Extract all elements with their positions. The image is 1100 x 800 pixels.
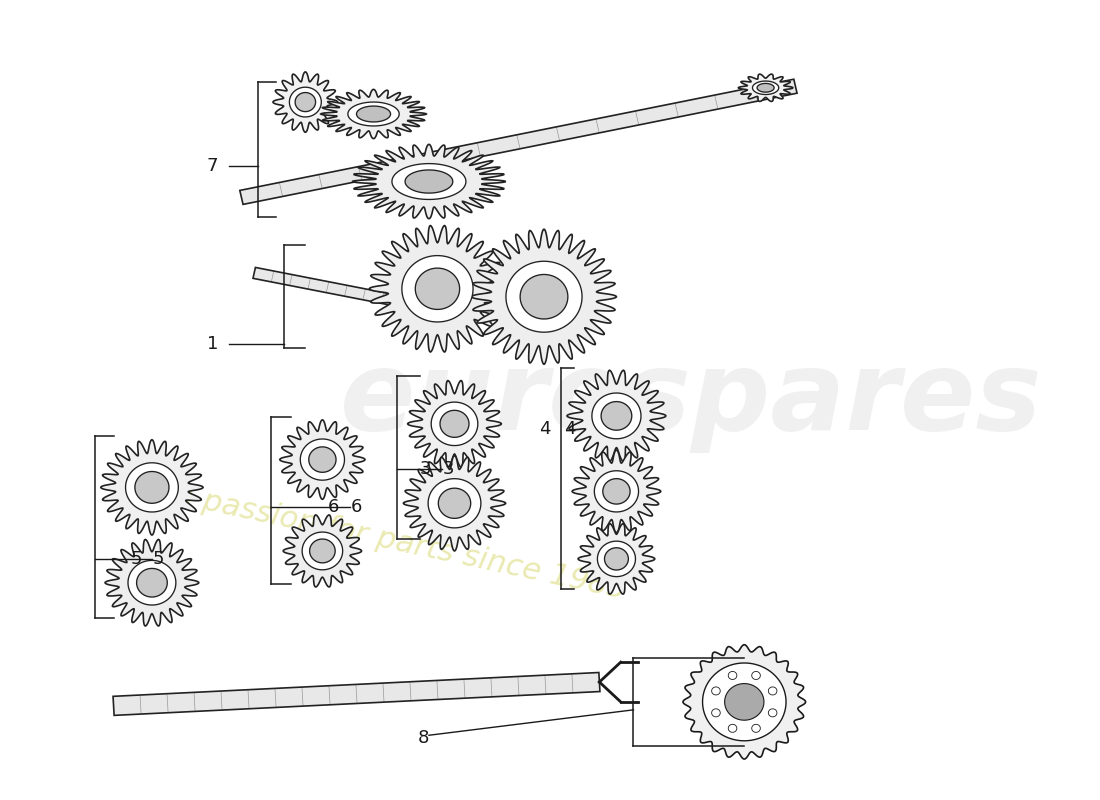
Polygon shape <box>279 420 365 499</box>
Text: 5: 5 <box>130 550 142 568</box>
Polygon shape <box>101 440 204 535</box>
Polygon shape <box>594 470 638 512</box>
Polygon shape <box>752 81 779 94</box>
Text: 4: 4 <box>563 420 575 438</box>
Polygon shape <box>135 471 169 503</box>
Text: a passion for parts since 1985: a passion for parts since 1985 <box>172 481 628 605</box>
Polygon shape <box>352 144 506 218</box>
Polygon shape <box>703 663 786 741</box>
Polygon shape <box>240 79 798 205</box>
Polygon shape <box>728 671 737 679</box>
Polygon shape <box>431 402 477 446</box>
Polygon shape <box>520 274 568 319</box>
Polygon shape <box>472 229 616 364</box>
Polygon shape <box>128 561 176 605</box>
Polygon shape <box>712 687 720 695</box>
Polygon shape <box>370 226 506 352</box>
Polygon shape <box>309 539 336 563</box>
Polygon shape <box>768 709 777 717</box>
Polygon shape <box>768 687 777 695</box>
Polygon shape <box>601 402 631 430</box>
Polygon shape <box>440 410 469 438</box>
Polygon shape <box>438 488 471 518</box>
Text: 5: 5 <box>153 550 164 568</box>
Polygon shape <box>321 90 427 138</box>
Polygon shape <box>728 724 737 732</box>
Text: 4: 4 <box>539 420 551 438</box>
Polygon shape <box>428 478 481 528</box>
Polygon shape <box>751 671 760 679</box>
Polygon shape <box>592 393 641 438</box>
Polygon shape <box>402 256 473 322</box>
Text: 6: 6 <box>351 498 362 516</box>
Polygon shape <box>273 72 338 132</box>
Text: 8: 8 <box>418 729 429 746</box>
Polygon shape <box>579 524 654 594</box>
Polygon shape <box>356 106 390 122</box>
Polygon shape <box>289 87 321 117</box>
Text: eurospares: eurospares <box>340 346 1043 454</box>
Polygon shape <box>125 462 178 512</box>
Polygon shape <box>712 709 720 717</box>
Polygon shape <box>106 539 199 626</box>
Polygon shape <box>603 478 630 504</box>
Polygon shape <box>416 268 460 310</box>
Polygon shape <box>136 569 167 597</box>
Polygon shape <box>253 267 439 314</box>
Text: 6: 6 <box>328 498 340 516</box>
Polygon shape <box>506 262 582 332</box>
Polygon shape <box>757 83 774 92</box>
Polygon shape <box>683 645 805 759</box>
Polygon shape <box>348 102 399 126</box>
Polygon shape <box>300 439 344 480</box>
Polygon shape <box>566 370 666 462</box>
Text: 3: 3 <box>420 460 431 478</box>
Polygon shape <box>751 724 760 732</box>
Polygon shape <box>405 170 453 193</box>
Polygon shape <box>309 447 336 472</box>
Polygon shape <box>392 164 466 199</box>
Polygon shape <box>597 541 636 577</box>
Text: 7: 7 <box>207 157 219 174</box>
Polygon shape <box>302 532 342 570</box>
Polygon shape <box>572 450 661 533</box>
Polygon shape <box>605 548 628 570</box>
Polygon shape <box>408 381 502 467</box>
Text: 1: 1 <box>207 335 219 354</box>
Polygon shape <box>725 683 763 720</box>
Polygon shape <box>283 515 362 587</box>
Polygon shape <box>113 673 600 715</box>
Text: 3: 3 <box>442 460 454 478</box>
Polygon shape <box>295 93 316 112</box>
Polygon shape <box>404 456 506 551</box>
Polygon shape <box>738 74 793 102</box>
